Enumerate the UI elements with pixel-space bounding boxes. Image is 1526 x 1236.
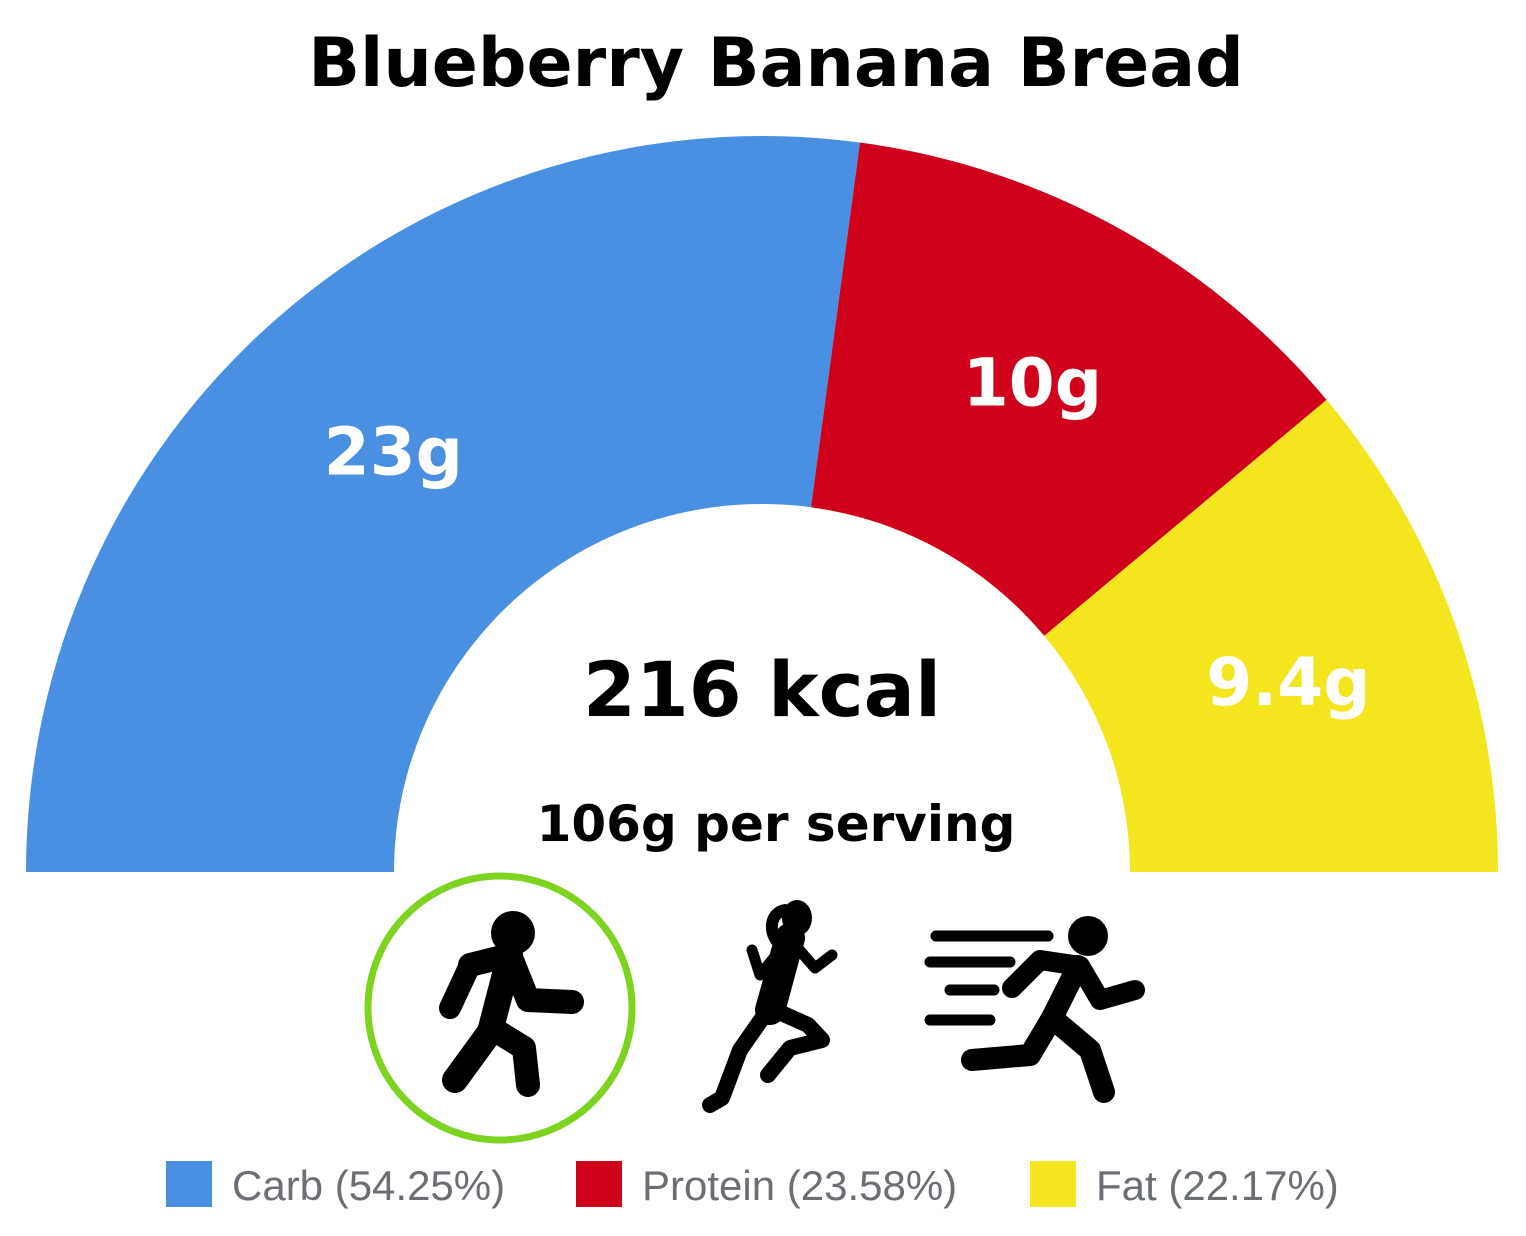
slice-value-label-carb: 23g: [324, 413, 463, 490]
chart-legend: Carb (54.25%) Protein (23.58%) Fat (22.17%…: [166, 1161, 1339, 1209]
legend-label-carb: Carb (54.25%): [232, 1162, 505, 1209]
gauge-slice-fat: [1044, 399, 1498, 872]
gauge-slice-protein: [810, 142, 1327, 636]
gauge-slice-labels: 23g 10g 9.4g: [324, 345, 1371, 721]
legend-swatch-fat: [1030, 1161, 1076, 1207]
gauge-slices: [26, 136, 1498, 873]
walking-person-icon[interactable]: [439, 911, 584, 1097]
legend-swatch-protein: [576, 1161, 622, 1207]
gauge-slice-carb: [26, 136, 860, 873]
jogging-woman-icon[interactable]: [702, 900, 838, 1113]
legend-swatch-carb: [166, 1161, 212, 1207]
selected-activity-ring: [364, 872, 636, 1144]
sprinting-person-icon[interactable]: [924, 916, 1145, 1103]
legend-label-fat: Fat (22.17%): [1096, 1162, 1339, 1209]
chart-title: Blueberry Banana Bread: [308, 24, 1244, 103]
legend-label-protein: Protein (23.58%): [642, 1162, 957, 1209]
serving-size-text: 106g per serving: [537, 795, 1016, 853]
slice-value-label-fat: 9.4g: [1206, 644, 1370, 721]
slice-value-label-protein: 10g: [963, 345, 1102, 422]
calories-text: 216 kcal: [583, 645, 941, 734]
activity-icons: [364, 872, 1145, 1144]
